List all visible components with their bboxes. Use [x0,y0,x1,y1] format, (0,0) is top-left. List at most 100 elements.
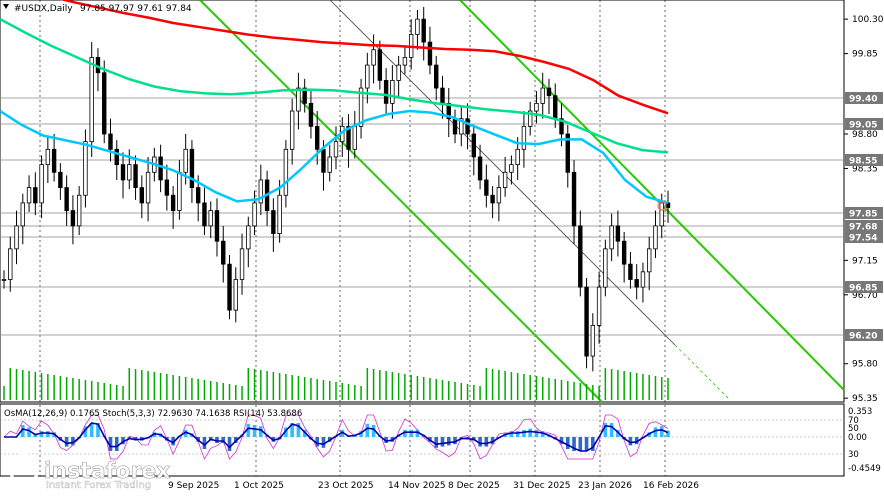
candle-body [89,57,94,143]
osma-bar [578,437,583,451]
osma-bar [446,437,451,446]
candle-body [584,286,589,357]
price-label-box [845,231,883,243]
osma-bar [227,437,232,451]
osma-bar [534,429,539,437]
candle-body [640,271,646,288]
osma-bar [321,437,326,448]
candle-body [70,210,76,227]
ohlc-readout: 97.85 97.97 97.61 97.84 [80,4,192,14]
y-tick-label: 98.35 [852,164,878,174]
candle-body [14,225,19,250]
osma-bar [634,437,639,445]
osma-bar [659,426,664,437]
candle-body [609,225,614,250]
osma-bar [616,429,620,437]
osma-bar [440,437,445,447]
price-label-box [845,207,883,219]
candle-body [277,194,282,234]
osma-bar [565,437,570,449]
indicator-tick-label: 70 [848,416,859,426]
candle-body [177,171,182,211]
candle-body [377,49,383,81]
candle-body [440,87,445,104]
candle-body [296,87,301,112]
candle-body [546,87,552,97]
osma-bar [290,423,294,437]
price-label-text: 97.54 [849,234,877,244]
date-axis: 9 Sep 2025 1 Oct 2025 23 Oct 2025 14 Nov 20… [168,481,699,491]
candle-body [221,240,226,265]
indicator-header: OsMA(12,26,9) 0.1765 Stoch(5,3,3) 72.963… [4,409,302,419]
candle-body [396,64,401,81]
candle-body [227,263,232,311]
oscillators [0,414,844,460]
candle-body [621,240,627,265]
osma-bar [83,426,88,437]
candle-body [465,118,470,135]
candle-body [634,279,639,288]
y-tick-label: 95.80 [852,360,878,370]
osma-bar [284,427,288,437]
level-lines [0,97,844,336]
logo-tagline: Instant Forex Trading [46,480,151,491]
osma-bar [653,427,658,437]
osma-bar [490,437,495,445]
osma-bar [559,437,564,445]
osma-bar [340,429,345,437]
candle-body [571,171,577,227]
candle-body [133,164,138,188]
osma-bar [252,425,257,437]
indicator-tick-label: 0.353 [848,407,872,417]
y-tick-label: 96.70 [852,291,878,301]
candle-body [390,80,395,104]
osma-bar [515,431,520,437]
candle-body [346,125,351,150]
x-tick-label: 14 Nov 2025 [388,481,446,491]
candle-body [308,102,314,127]
osma-bar [114,437,119,451]
osma-bar [434,437,439,448]
candle-body [653,225,658,250]
candle-body [120,164,126,181]
candle-body [246,225,251,250]
x-tick-label: 23 Jan 2026 [578,481,632,491]
candle-body [45,148,51,166]
osma-bar [591,437,595,451]
candle-body [321,148,326,173]
trend-channel [199,0,845,403]
osma-bar [572,437,576,451]
candle-body [459,118,464,135]
candle-body [509,164,514,173]
price-label-text: 99.05 [849,121,877,131]
osma-bar [371,425,376,437]
candle-body [365,64,370,89]
candle-body [183,148,188,173]
osma-bar [384,437,388,443]
y-tick-label: 97.15 [852,256,878,266]
ma-line-ma_cyan [0,109,669,205]
candle-body [83,141,88,196]
price-label-box [845,92,883,104]
candle-body [271,210,276,234]
candle-body [534,102,539,112]
candle-body [578,225,583,288]
osma-bar [484,437,489,447]
candle-body [8,248,13,280]
candle-body [164,179,170,196]
candle-body [258,179,264,204]
price-label-box [845,154,883,166]
collapse-icon[interactable] [3,4,9,9]
candle-body [127,164,132,181]
y-tick-label: 98.80 [852,130,878,140]
candle-body [452,118,458,135]
date-grid [39,0,666,476]
candle-body [33,187,38,204]
osma-bar [315,437,320,447]
osma-bar [522,429,526,437]
indicator-tick-label: 0.00 [848,433,867,443]
ma-line-ma_green [0,17,669,154]
candle-body [202,202,207,227]
candle-body [283,148,289,196]
